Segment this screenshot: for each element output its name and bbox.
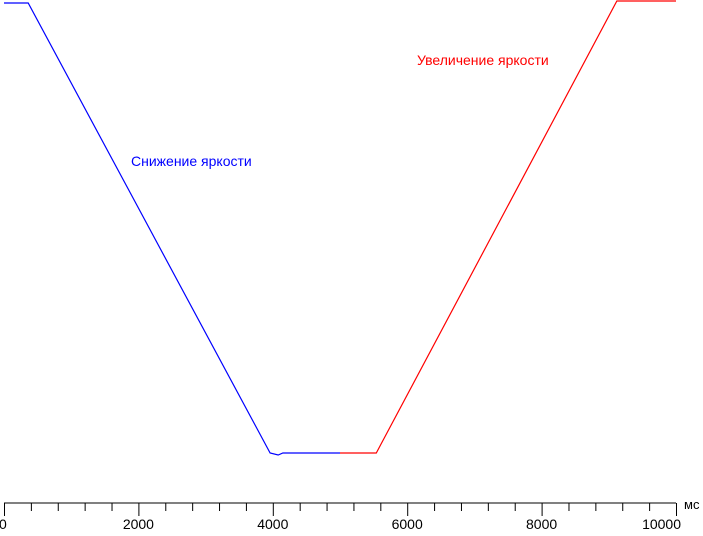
x-tick-label: 2000	[123, 516, 154, 531]
series-lines	[4, 0, 676, 456]
x-unit-label: мс	[684, 497, 700, 512]
series-line-1	[340, 0, 676, 454]
x-tick-label: 4000	[257, 516, 288, 531]
series-label-increase: Увеличение яркости	[417, 52, 549, 68]
series-line-0	[4, 2, 340, 456]
x-axis: 0 2000 4000 6000 8000 10000	[0, 502, 681, 532]
series-label-decrease: Снижение яркости	[131, 153, 252, 169]
x-tick-label: 6000	[392, 516, 423, 531]
x-tick-label: 10000	[642, 516, 681, 531]
x-tick-label: 8000	[526, 516, 557, 531]
x-tick-label: 0	[0, 516, 7, 531]
